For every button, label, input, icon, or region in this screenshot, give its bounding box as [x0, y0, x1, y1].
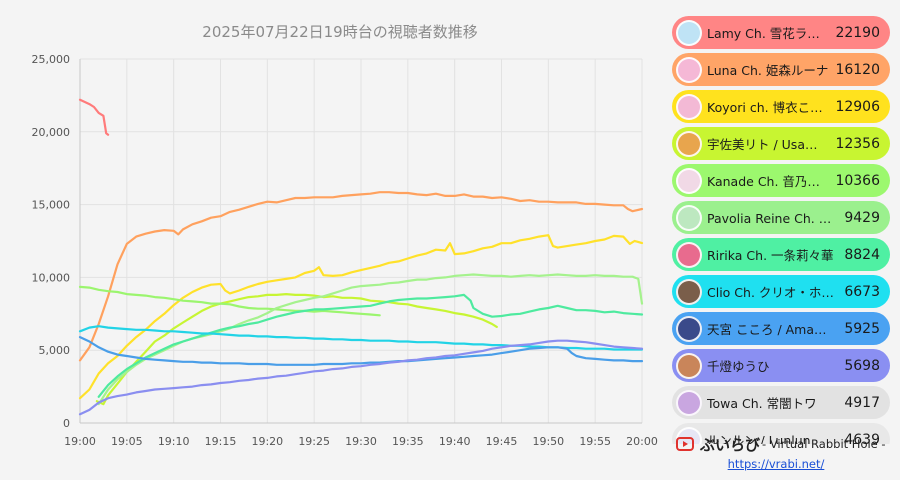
x-tick-label: 19:50 — [532, 435, 564, 448]
viewer-count: 16120 — [835, 61, 880, 78]
viewer-count: 12906 — [835, 98, 880, 115]
viewer-count: 9429 — [844, 209, 880, 226]
series-line-5 — [78, 285, 381, 317]
ranking-item[interactable]: 宇佐美リト / Usami Rito 12356 — [672, 127, 890, 160]
channel-avatar — [676, 167, 702, 194]
chart-title: 2025年07月22日19時台の視聴者数推移 — [202, 23, 477, 41]
x-tick-label: 19:55 — [579, 435, 611, 448]
channel-name: 千燈ゆうひ — [707, 359, 770, 374]
channel-avatar — [676, 93, 702, 120]
channel-avatar — [676, 130, 702, 157]
axes: 0 5,000 10,000 15,000 20,000 25,000 19:00 19:05… — [32, 53, 658, 448]
y-tick-label: 20,000 — [32, 126, 71, 139]
viewer-count: 6673 — [844, 283, 880, 300]
viewer-count: 4917 — [844, 394, 880, 411]
ranking-item[interactable]: ルンルン / Lunlun 4639 — [672, 423, 890, 444]
brand-name: ぶいらび — [700, 435, 761, 454]
x-tick-label: 20:00 — [626, 435, 658, 448]
series-line-7 — [97, 293, 644, 398]
ranking-item[interactable]: 千燈ゆうひ 5698 — [672, 349, 890, 382]
ranking-item[interactable]: Kanade Ch. 音乃瀬奏 10366 — [672, 164, 890, 197]
play-logo-icon — [676, 437, 694, 451]
x-tick-label: 19:45 — [486, 435, 518, 448]
channel-name: Towa Ch. 常闇トワ — [707, 396, 817, 411]
channel-avatar — [676, 426, 702, 444]
ranking-item[interactable]: Ririka Ch. 一条莉々華 8824 — [672, 238, 890, 271]
logo-row: ぶいらび - Virtual Rabbit Hole - — [676, 432, 896, 456]
y-tick-label: 15,000 — [32, 199, 71, 212]
channel-avatar — [676, 389, 702, 416]
channel-avatar — [676, 56, 702, 83]
ranking-item[interactable]: Koyori ch. 博衣こより 12906 — [672, 90, 890, 123]
brand-tagline: - Virtual Rabbit Hole - — [762, 437, 886, 451]
viewer-count: 12356 — [835, 135, 880, 152]
series-line-1 — [78, 98, 110, 136]
y-tick-label: 25,000 — [32, 53, 71, 66]
channel-avatar — [676, 352, 702, 379]
y-tick-label: 10,000 — [32, 271, 71, 284]
viewer-count: 10366 — [835, 172, 880, 189]
viewer-count: 8824 — [844, 246, 880, 263]
channel-name: 天宮 こころ / Amamiya Kokoro — [707, 322, 838, 337]
channel-name: Kanade Ch. 音乃瀬奏 — [707, 174, 830, 189]
grid — [79, 58, 643, 424]
channel-avatar — [676, 19, 702, 46]
viewer-count: 5698 — [844, 357, 880, 374]
x-tick-label: 19:25 — [298, 435, 330, 448]
x-tick-label: 19:00 — [64, 435, 96, 448]
channel-avatar — [676, 315, 702, 342]
channel-name: Lamy Ch. 雪花ラミィ — [707, 26, 830, 41]
viewer-count: 4639 — [844, 431, 880, 445]
channel-avatar — [676, 278, 702, 305]
channel-avatar — [676, 204, 702, 231]
viewer-ranking: Lamy Ch. 雪花ラミィ 22190 Luna Ch. 姫森ルーナ 16120 Ko… — [672, 16, 890, 444]
channel-name: Ririka Ch. 一条莉々華 — [707, 248, 834, 263]
channel-name: Luna Ch. 姫森ルーナ — [707, 63, 829, 78]
ranking-item[interactable]: Towa Ch. 常闇トワ 4917 — [672, 386, 890, 419]
channel-name: Clio Ch. クリオ・ホロライブ — [707, 285, 838, 300]
x-tick-label: 19:15 — [205, 435, 237, 448]
series-line-4 — [95, 293, 498, 406]
y-tick-label: 0 — [63, 417, 70, 430]
series-line-2 — [78, 191, 644, 362]
channel-name: 宇佐美リト / Usami Rito — [707, 137, 829, 152]
chart: 2025年07月22日19時台の視聴者数推移 0 5,000 10,000 15,00… — [32, 23, 658, 448]
ranking-item[interactable]: Lamy Ch. 雪花ラミィ 22190 — [672, 16, 890, 49]
ranking-item[interactable]: Pavolia Reine Ch. ホロライブ 9429 — [672, 201, 890, 234]
series-lines — [78, 98, 644, 416]
series-line-9 — [78, 336, 644, 366]
viewer-count: 5925 — [844, 320, 880, 337]
ranking-item[interactable]: Clio Ch. クリオ・ホロライブ 6673 — [672, 275, 890, 308]
x-tick-label: 19:10 — [158, 435, 190, 448]
series-line-10 — [78, 339, 644, 416]
y-tick-label: 5,000 — [39, 344, 71, 357]
footer: ぶいらび - Virtual Rabbit Hole - https://vra… — [676, 432, 896, 476]
x-tick-label: 19:05 — [111, 435, 143, 448]
viewer-count: 22190 — [835, 24, 880, 41]
ranking-item[interactable]: 天宮 こころ / Amamiya Kokoro 5925 — [672, 312, 890, 345]
channel-name: Koyori ch. 博衣こより — [707, 100, 830, 115]
x-tick-label: 19:35 — [392, 435, 424, 448]
x-tick-label: 19:20 — [251, 435, 283, 448]
site-link[interactable]: https://vrabi.net/ — [727, 457, 825, 471]
channel-name: Pavolia Reine Ch. ホロライブ — [707, 211, 838, 226]
x-tick-label: 19:40 — [439, 435, 471, 448]
channel-avatar — [676, 241, 702, 268]
series-line-3 — [78, 234, 644, 400]
x-tick-label: 19:30 — [345, 435, 377, 448]
ranking-item[interactable]: Luna Ch. 姫森ルーナ 16120 — [672, 53, 890, 86]
series-line-6 — [97, 273, 644, 406]
